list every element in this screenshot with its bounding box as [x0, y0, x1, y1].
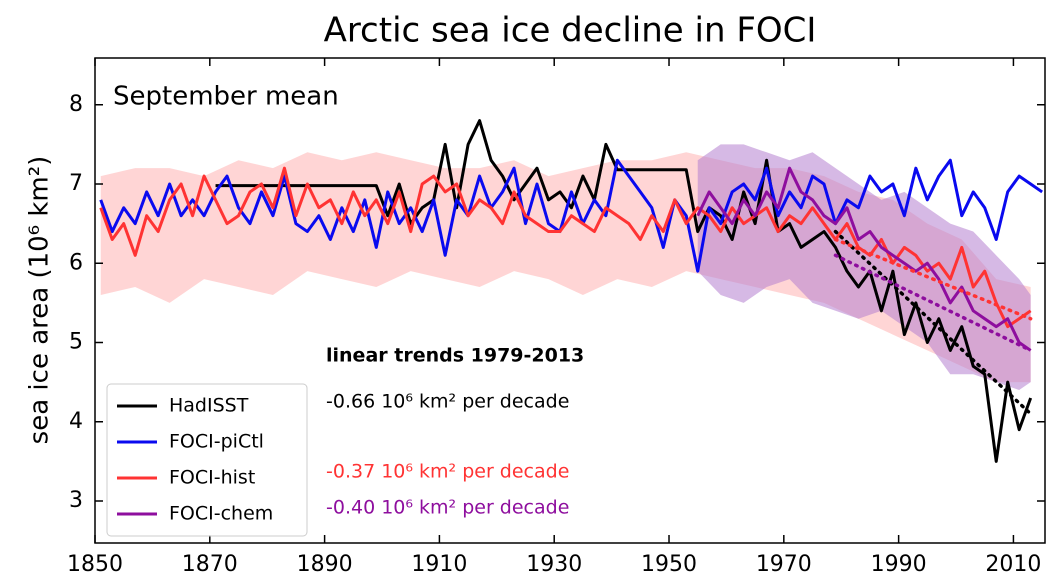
y-tick-label: 6 [69, 250, 83, 275]
x-tick-label: 1930 [526, 552, 582, 577]
x-tick-label: 1990 [871, 552, 927, 577]
series-line [696, 166, 1032, 352]
legend: HadISST FOCI-piCtl FOCI-hist FOCI-chem [106, 383, 308, 537]
y-tick-label: 8 [69, 92, 83, 117]
legend-label: HadISST [169, 395, 249, 417]
legend-label: FOCI-piCtl [169, 431, 264, 453]
series-line [99, 158, 1043, 273]
y-tick-label: 5 [69, 330, 83, 355]
trend-line [833, 229, 1033, 416]
legend-box [106, 383, 308, 537]
y-axis-label: sea ice area (10⁶ km²) [25, 156, 55, 445]
chart-title: Arctic sea ice decline in FOCI [324, 11, 817, 51]
x-tick-label: 1870 [182, 552, 238, 577]
x-tick-label: 1910 [411, 552, 467, 577]
trend-label: -0.40 10⁶ km² per decade [326, 497, 569, 519]
y-tick-label: 3 [69, 488, 83, 513]
subtitle: September mean [113, 82, 339, 112]
spread-band [697, 144, 1031, 391]
trend-label: -0.37 10⁶ km² per decade [326, 461, 569, 483]
x-tick-label: 1850 [67, 552, 123, 577]
series-line [99, 166, 1032, 329]
x-tick-label: 2010 [985, 552, 1041, 577]
trend-line [833, 237, 1033, 321]
legend-label: FOCI-chem [169, 503, 273, 525]
y-tick-label: 7 [69, 171, 83, 196]
trend-label: -0.66 10⁶ km² per decade [326, 391, 569, 413]
x-tick-label: 1890 [297, 552, 353, 577]
trend-line [833, 253, 1033, 353]
x-tick-label: 1950 [641, 552, 697, 577]
legend-label: FOCI-hist [169, 467, 255, 489]
plot-frame [94, 57, 1046, 544]
trends-title: linear trends 1979-2013 [326, 345, 584, 367]
y-tick-label: 4 [69, 409, 83, 434]
x-tick-label: 1970 [756, 552, 812, 577]
